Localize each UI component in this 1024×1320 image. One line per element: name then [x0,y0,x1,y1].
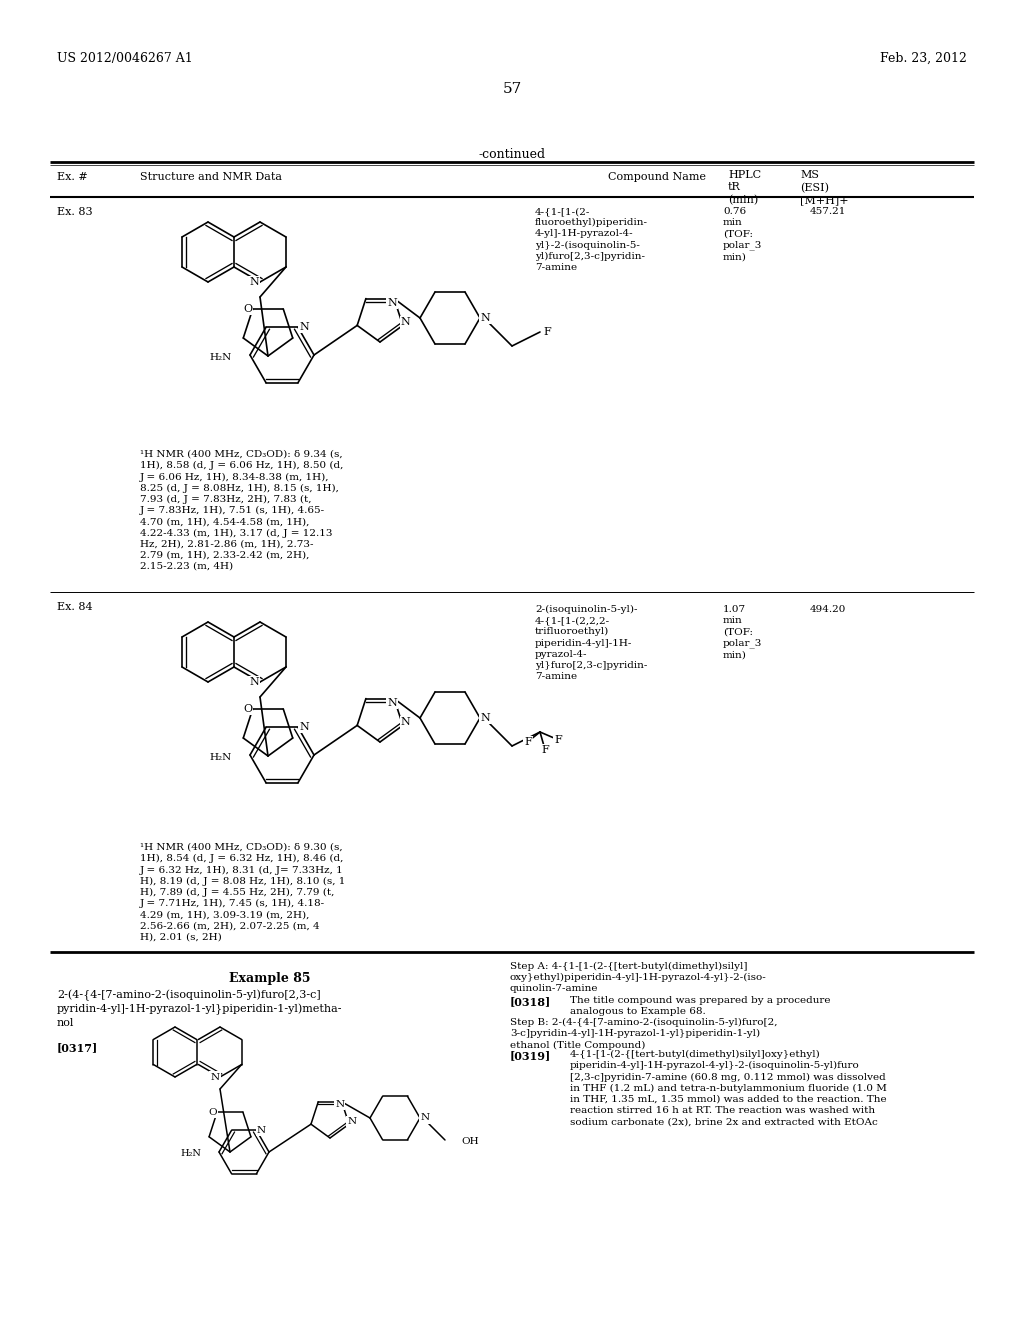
Text: N: N [249,677,259,686]
Text: ¹H NMR (400 MHz, CD₃OD): δ 9.30 (s,
1H), 8.54 (d, J = 6.32 Hz, 1H), 8.46 (d,
J =: ¹H NMR (400 MHz, CD₃OD): δ 9.30 (s, 1H),… [140,843,345,941]
Text: O: O [243,704,252,714]
Text: N: N [347,1117,356,1126]
Text: F: F [554,735,562,744]
Text: N: N [480,713,489,723]
Text: N: N [387,697,397,708]
Text: 2-(4-{4-[7-amino-2-(isoquinolin-5-yl)furo[2,3-c]
pyridin-4-yl]-1H-pyrazol-1-yl}p: 2-(4-{4-[7-amino-2-(isoquinolin-5-yl)fur… [57,990,342,1028]
Text: N: N [211,1072,219,1081]
Text: [0319]: [0319] [510,1049,551,1061]
Text: 2-(isoquinolin-5-yl)-
4-{1-[1-(2,2,2-
trifluoroethyl)
piperidin-4-yl]-1H-
pyrazo: 2-(isoquinolin-5-yl)- 4-{1-[1-(2,2,2- tr… [535,605,647,681]
Text: 494.20: 494.20 [810,605,847,614]
Text: 457.21: 457.21 [810,207,847,216]
Text: 57: 57 [503,82,521,96]
Text: N: N [480,313,489,323]
Text: -continued: -continued [478,148,546,161]
Text: N: N [387,297,397,308]
Text: N: N [335,1101,344,1109]
Text: Feb. 23, 2012: Feb. 23, 2012 [880,51,967,65]
Text: OH: OH [461,1138,478,1147]
Text: H₂N: H₂N [210,752,232,762]
Text: [0317]: [0317] [57,1041,98,1053]
Text: Step B: 2-(4-{4-[7-amino-2-(isoquinolin-5-yl)furo[2,
3-c]pyridin-4-yl]-1H-pyrazo: Step B: 2-(4-{4-[7-amino-2-(isoquinolin-… [510,1018,777,1049]
Text: ¹H NMR (400 MHz, CD₃OD): δ 9.34 (s,
1H), 8.58 (d, J = 6.06 Hz, 1H), 8.50 (d,
J =: ¹H NMR (400 MHz, CD₃OD): δ 9.34 (s, 1H),… [140,450,343,572]
Text: O: O [209,1107,217,1117]
Text: F: F [543,327,551,337]
Text: Example 85: Example 85 [229,972,310,985]
Text: H₂N: H₂N [210,352,232,362]
Text: 4-{1-[1-(2-
fluoroethyl)piperidin-
4-yl]-1H-pyrazol-4-
yl}-2-(isoquinolin-5-
yl): 4-{1-[1-(2- fluoroethyl)piperidin- 4-yl]… [535,207,648,272]
Text: N: N [257,1126,266,1135]
Text: N: N [249,277,259,286]
Text: [0318]: [0318] [510,997,551,1007]
Text: N: N [299,322,309,333]
Text: N: N [401,717,411,727]
Text: Ex. #: Ex. # [57,172,88,182]
Text: O: O [243,304,252,314]
Text: US 2012/0046267 A1: US 2012/0046267 A1 [57,51,193,65]
Text: Compound Name: Compound Name [608,172,706,182]
Text: F: F [541,744,549,755]
Text: The title compound was prepared by a procedure
analogous to Example 68.: The title compound was prepared by a pro… [570,997,830,1016]
Text: Structure and NMR Data: Structure and NMR Data [140,172,282,182]
Text: 0.76
min
(TOF:
polar_3
min): 0.76 min (TOF: polar_3 min) [723,207,763,261]
Text: N: N [421,1114,429,1122]
Text: H₂N: H₂N [180,1150,201,1159]
Text: N: N [299,722,309,733]
Text: N: N [401,317,411,327]
Text: Ex. 83: Ex. 83 [57,207,92,216]
Text: F: F [524,737,531,747]
Text: 1.07
min
(TOF:
polar_3
min): 1.07 min (TOF: polar_3 min) [723,605,763,659]
Text: Ex. 84: Ex. 84 [57,602,92,612]
Text: MS
(ESI)
[M+H]+: MS (ESI) [M+H]+ [800,170,849,205]
Text: HPLC
tR
(min): HPLC tR (min) [728,170,761,205]
Text: 4-{1-[1-(2-{[tert-butyl(dimethyl)silyl]oxy}ethyl)
piperidin-4-yl]-1H-pyrazol-4-y: 4-{1-[1-(2-{[tert-butyl(dimethyl)silyl]o… [570,1049,887,1126]
Text: Step A: 4-{1-[1-(2-{[tert-butyl(dimethyl)silyl]
oxy}ethyl)piperidin-4-yl]-1H-pyr: Step A: 4-{1-[1-(2-{[tert-butyl(dimethyl… [510,962,767,994]
